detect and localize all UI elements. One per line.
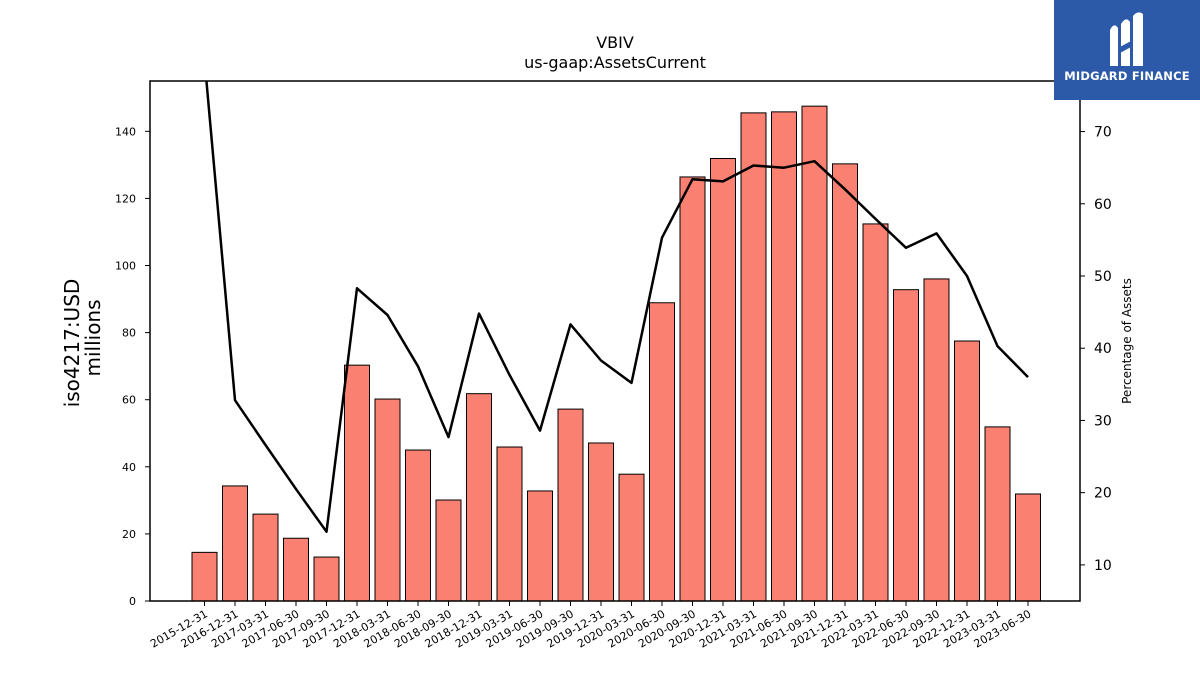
y-axis-label-line1: iso4217:USD bbox=[60, 279, 84, 408]
bar-2018-03-31 bbox=[374, 398, 401, 602]
bar-2023-03-31 bbox=[984, 426, 1011, 602]
bar-2022-09-30 bbox=[923, 278, 950, 602]
y-tick-label: 60 bbox=[122, 394, 136, 407]
bar-2023-06-30 bbox=[1015, 493, 1041, 602]
y-tick-label: 20 bbox=[122, 528, 136, 541]
bar-2020-03-31 bbox=[618, 473, 645, 602]
bar-2022-12-31 bbox=[954, 340, 980, 602]
bar-2017-03-31 bbox=[252, 513, 279, 602]
bar-2021-06-30 bbox=[771, 111, 797, 602]
bar-2017-12-31 bbox=[344, 364, 370, 602]
bar-2017-06-30 bbox=[283, 537, 309, 602]
brand-logo: MIDGARD FINANCE bbox=[1054, 0, 1200, 100]
y2-tick-label: 40 bbox=[1094, 341, 1112, 357]
y-tick-label: 0 bbox=[129, 595, 136, 608]
y2-tick-label: 50 bbox=[1094, 269, 1112, 285]
bar-2021-03-31 bbox=[740, 112, 767, 602]
line-layer bbox=[205, 81, 1029, 533]
bar-2017-09-30 bbox=[313, 556, 340, 602]
bar-2019-12-31 bbox=[588, 442, 614, 602]
bar-2019-06-30 bbox=[527, 490, 553, 602]
chart-subtitle: us-gaap:AssetsCurrent bbox=[524, 53, 706, 72]
bars-layer bbox=[191, 105, 1041, 602]
y2-tick-label: 30 bbox=[1094, 413, 1112, 429]
line-percentage-of-assets bbox=[205, 81, 1029, 533]
y2-tick-label: 60 bbox=[1094, 197, 1112, 213]
y2-tick-label: 10 bbox=[1094, 558, 1112, 574]
y-axis-label-line2: millions bbox=[81, 299, 105, 376]
bar-2015-12-31 bbox=[191, 551, 218, 602]
bar-2020-12-31 bbox=[710, 157, 736, 602]
y2-tick-label: 20 bbox=[1094, 486, 1112, 502]
logo-mark-icon bbox=[1110, 12, 1143, 66]
y-tick-label: 80 bbox=[122, 327, 136, 340]
bar-2019-03-31 bbox=[496, 446, 523, 602]
bar-2021-09-30 bbox=[801, 105, 828, 602]
bar-2022-03-31 bbox=[862, 223, 889, 602]
plot-frame bbox=[149, 80, 1081, 602]
bar-2019-09-30 bbox=[557, 408, 584, 602]
bar-2016-12-31 bbox=[222, 485, 248, 602]
y-axis-left: 0 20 40 60 80 100 120 140 bbox=[115, 125, 150, 608]
bar-2018-06-30 bbox=[405, 449, 431, 602]
y2-tick-label: 70 bbox=[1094, 125, 1112, 141]
bar-2020-06-30 bbox=[649, 302, 675, 602]
chart-title: VBIV bbox=[596, 33, 634, 52]
y-tick-label: 100 bbox=[115, 260, 136, 273]
x-axis: 2015-12-312016-12-312017-03-312017-06-30… bbox=[148, 601, 1034, 651]
y2-axis-label: Percentage of Assets bbox=[1120, 278, 1134, 404]
y-tick-label: 120 bbox=[115, 192, 136, 205]
y-tick-label: 140 bbox=[115, 125, 136, 138]
bar-2020-09-30 bbox=[679, 176, 706, 602]
bar-2021-12-31 bbox=[832, 163, 858, 602]
bar-2018-09-30 bbox=[435, 499, 462, 602]
bar-2018-12-31 bbox=[466, 393, 492, 602]
logo-text: MIDGARD FINANCE bbox=[1064, 69, 1190, 83]
y-axis-right: 10 20 30 40 50 60 70 bbox=[1080, 125, 1112, 574]
bar-2022-06-30 bbox=[893, 289, 919, 602]
y-tick-label: 40 bbox=[122, 461, 136, 474]
